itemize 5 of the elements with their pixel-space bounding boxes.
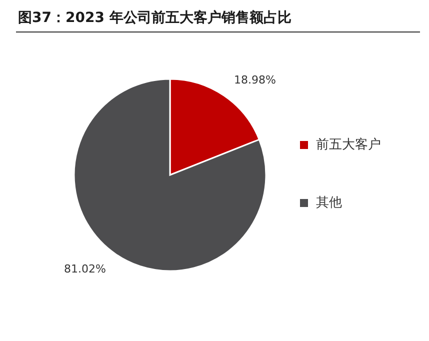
data-label: 81.02% [64,262,106,276]
legend-label: 前五大客户 [316,136,381,153]
legend-label: 其他 [316,196,342,211]
chart-title: 图37：2023 年公司前五大客户销售额占比 [18,9,292,26]
data-label: 18.98% [234,74,276,87]
